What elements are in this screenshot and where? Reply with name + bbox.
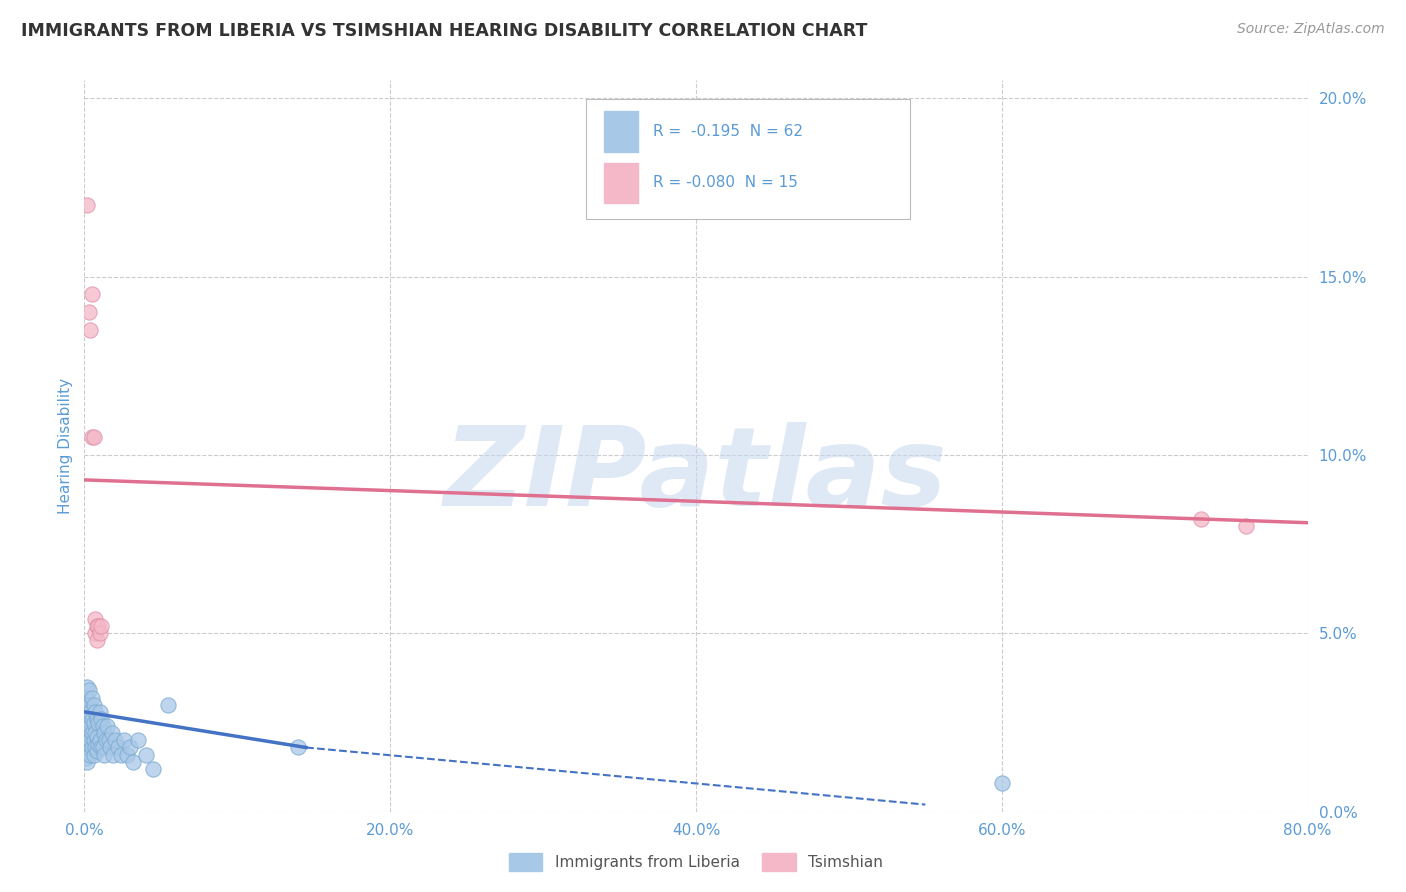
Point: [115, 747, 138, 762]
Point: [76, 705, 98, 719]
Y-axis label: Hearing Disability: Hearing Disability: [58, 378, 73, 514]
Point: [83, 698, 105, 712]
Point: [91, 719, 114, 733]
Point: [75, 715, 97, 730]
Point: [86, 619, 108, 633]
Point: [83, 715, 105, 730]
Text: R = -0.080  N = 15: R = -0.080 N = 15: [654, 175, 799, 190]
Point: [86, 712, 108, 726]
Point: [76, 755, 98, 769]
Point: [84, 612, 107, 626]
Point: [77, 698, 100, 712]
Point: [122, 755, 145, 769]
Point: [79, 323, 101, 337]
Point: [96, 719, 118, 733]
Point: [120, 740, 142, 755]
Point: [77, 712, 100, 726]
Point: [127, 733, 149, 747]
Point: [104, 733, 127, 747]
Point: [89, 626, 111, 640]
FancyBboxPatch shape: [586, 99, 910, 219]
Point: [110, 747, 132, 762]
Bar: [605, 162, 638, 202]
Point: [112, 733, 135, 747]
Point: [84, 705, 107, 719]
Point: [107, 740, 129, 755]
Text: ZIPatlas: ZIPatlas: [444, 422, 948, 529]
Point: [97, 733, 120, 747]
Point: [75, 733, 97, 747]
Point: [287, 740, 309, 755]
Point: [76, 680, 98, 694]
Point: [75, 698, 97, 712]
Point: [84, 726, 107, 740]
Point: [90, 619, 112, 633]
Point: [77, 740, 100, 755]
Point: [91, 740, 114, 755]
Point: [80, 430, 103, 444]
Point: [80, 740, 103, 755]
Point: [1236, 519, 1258, 533]
Point: [101, 726, 124, 740]
Point: [135, 747, 157, 762]
Point: [86, 633, 108, 648]
Point: [98, 740, 121, 755]
Point: [83, 747, 105, 762]
Point: [87, 737, 110, 751]
Point: [89, 705, 111, 719]
Point: [991, 776, 1014, 790]
Point: [75, 751, 97, 765]
Point: [77, 726, 100, 740]
Point: [76, 726, 98, 740]
Point: [83, 430, 105, 444]
Point: [94, 733, 117, 747]
Point: [79, 719, 101, 733]
Text: Source: ZipAtlas.com: Source: ZipAtlas.com: [1237, 22, 1385, 37]
Point: [76, 198, 98, 212]
Point: [76, 740, 98, 755]
Point: [90, 740, 112, 755]
Point: [142, 762, 165, 776]
Point: [87, 619, 110, 633]
Point: [80, 287, 103, 301]
Point: [103, 747, 125, 762]
Point: [83, 733, 105, 747]
Point: [80, 690, 103, 705]
Point: [77, 683, 100, 698]
Point: [93, 747, 115, 762]
Point: [157, 698, 180, 712]
Point: [90, 712, 112, 726]
Point: [77, 305, 100, 319]
Text: IMMIGRANTS FROM LIBERIA VS TSIMSHIAN HEARING DISABILITY CORRELATION CHART: IMMIGRANTS FROM LIBERIA VS TSIMSHIAN HEA…: [21, 22, 868, 40]
Point: [79, 733, 101, 747]
Legend: Immigrants from Liberia, Tsimshian: Immigrants from Liberia, Tsimshian: [502, 847, 890, 877]
Point: [1189, 512, 1212, 526]
Point: [79, 705, 101, 719]
Point: [89, 733, 111, 747]
Text: R =  -0.195  N = 62: R = -0.195 N = 62: [654, 124, 803, 139]
Point: [76, 690, 98, 705]
Bar: [605, 112, 638, 152]
Point: [79, 747, 101, 762]
Point: [87, 715, 110, 730]
Point: [80, 712, 103, 726]
Point: [86, 730, 108, 744]
Point: [84, 626, 107, 640]
Point: [84, 740, 107, 755]
Point: [93, 726, 115, 740]
Point: [86, 744, 108, 758]
Point: [80, 726, 103, 740]
